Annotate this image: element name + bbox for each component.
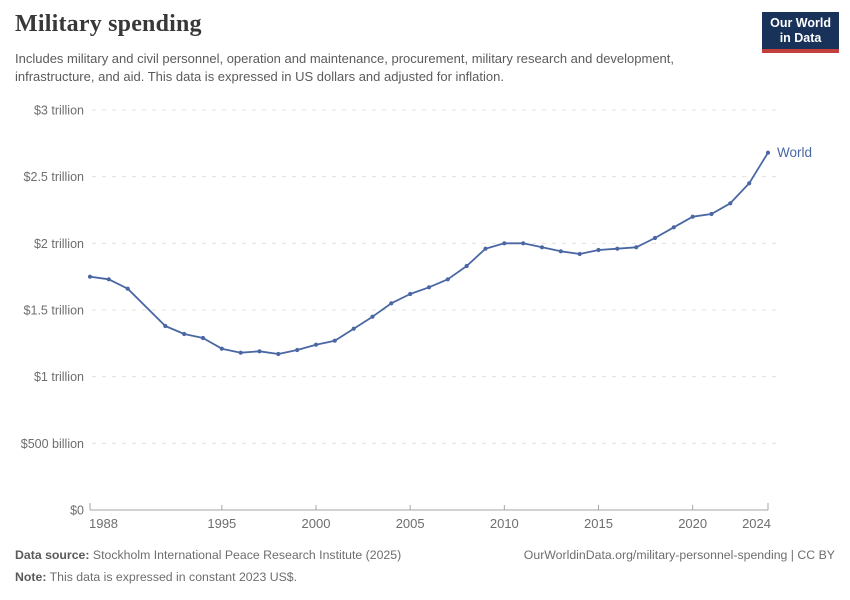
data-source-label: Data source:	[15, 548, 90, 562]
x-axis-label: 1988	[89, 516, 118, 531]
data-point[interactable]	[747, 181, 752, 186]
y-axis-label: $2 trillion	[34, 237, 84, 251]
data-point[interactable]	[426, 285, 432, 290]
data-point[interactable]	[502, 241, 507, 246]
data-point[interactable]	[558, 249, 563, 254]
chart-footer: Data source: Stockholm International Pea…	[15, 544, 835, 588]
data-point[interactable]	[709, 211, 714, 217]
data-point[interactable]	[257, 349, 262, 354]
data-point[interactable]	[652, 235, 658, 241]
note-line: Note: This data is expressed in constant…	[15, 566, 835, 588]
data-source-line: Data source: Stockholm International Pea…	[15, 544, 835, 566]
y-axis-label: $500 billion	[21, 437, 84, 451]
data-point[interactable]	[219, 346, 224, 351]
world-series-line[interactable]	[89, 151, 769, 355]
data-point[interactable]	[389, 301, 394, 306]
data-point[interactable]	[332, 338, 337, 343]
data-point[interactable]	[87, 274, 93, 279]
data-point[interactable]	[106, 277, 111, 282]
x-axis-label: 2005	[396, 516, 425, 531]
x-axis-label: 2020	[678, 516, 707, 531]
data-point[interactable]	[596, 247, 601, 253]
owid-logo-line2: in Data	[779, 31, 822, 45]
data-point[interactable]	[313, 342, 319, 347]
x-axis-label: 2015	[584, 516, 613, 531]
data-point[interactable]	[634, 245, 639, 250]
y-axis-label: $1.5 trillion	[24, 304, 84, 318]
data-point[interactable]	[521, 241, 526, 246]
data-point[interactable]	[408, 291, 413, 297]
data-point[interactable]	[577, 251, 582, 257]
data-point[interactable]	[728, 201, 733, 206]
data-point[interactable]	[200, 335, 206, 341]
data-point[interactable]	[182, 331, 187, 337]
y-axis-label: $2.5 trillion	[24, 170, 84, 184]
data-point[interactable]	[351, 326, 356, 331]
y-axis-label: $3 trillion	[34, 104, 84, 118]
page-title: Military spending	[15, 11, 202, 37]
data-point[interactable]	[445, 277, 450, 282]
data-point[interactable]	[125, 286, 130, 291]
data-point[interactable]	[295, 347, 300, 353]
x-axis-label: 2000	[302, 516, 331, 531]
data-source-text: Stockholm International Peace Research I…	[89, 548, 402, 562]
data-point[interactable]	[765, 150, 771, 155]
note-label: Note:	[15, 570, 47, 584]
data-point[interactable]	[276, 351, 281, 357]
data-point[interactable]	[464, 263, 469, 269]
data-point[interactable]	[238, 350, 243, 355]
series-end-label[interactable]: World	[777, 145, 812, 160]
data-point[interactable]	[690, 214, 695, 219]
data-point[interactable]	[671, 225, 676, 230]
data-point[interactable]	[483, 246, 488, 251]
chart-subtitle: Includes military and civil personnel, o…	[15, 51, 675, 85]
owid-logo[interactable]: Our World in Data	[762, 12, 839, 53]
y-axis-label: $0	[70, 504, 84, 518]
data-point[interactable]	[539, 245, 545, 250]
y-axis-label: $1 trillion	[34, 370, 84, 384]
note-text: This data is expressed in constant 2023 …	[46, 570, 298, 584]
owid-logo-line1: Our World	[770, 16, 831, 30]
data-point[interactable]	[615, 246, 620, 251]
x-axis-label: 2010	[490, 516, 519, 531]
x-axis-label: 1995	[207, 516, 236, 531]
x-axis-label: 2024	[742, 516, 771, 531]
citation-link[interactable]: OurWorldinData.org/military-personnel-sp…	[523, 548, 835, 562]
data-point[interactable]	[163, 323, 168, 329]
data-point[interactable]	[370, 314, 375, 319]
